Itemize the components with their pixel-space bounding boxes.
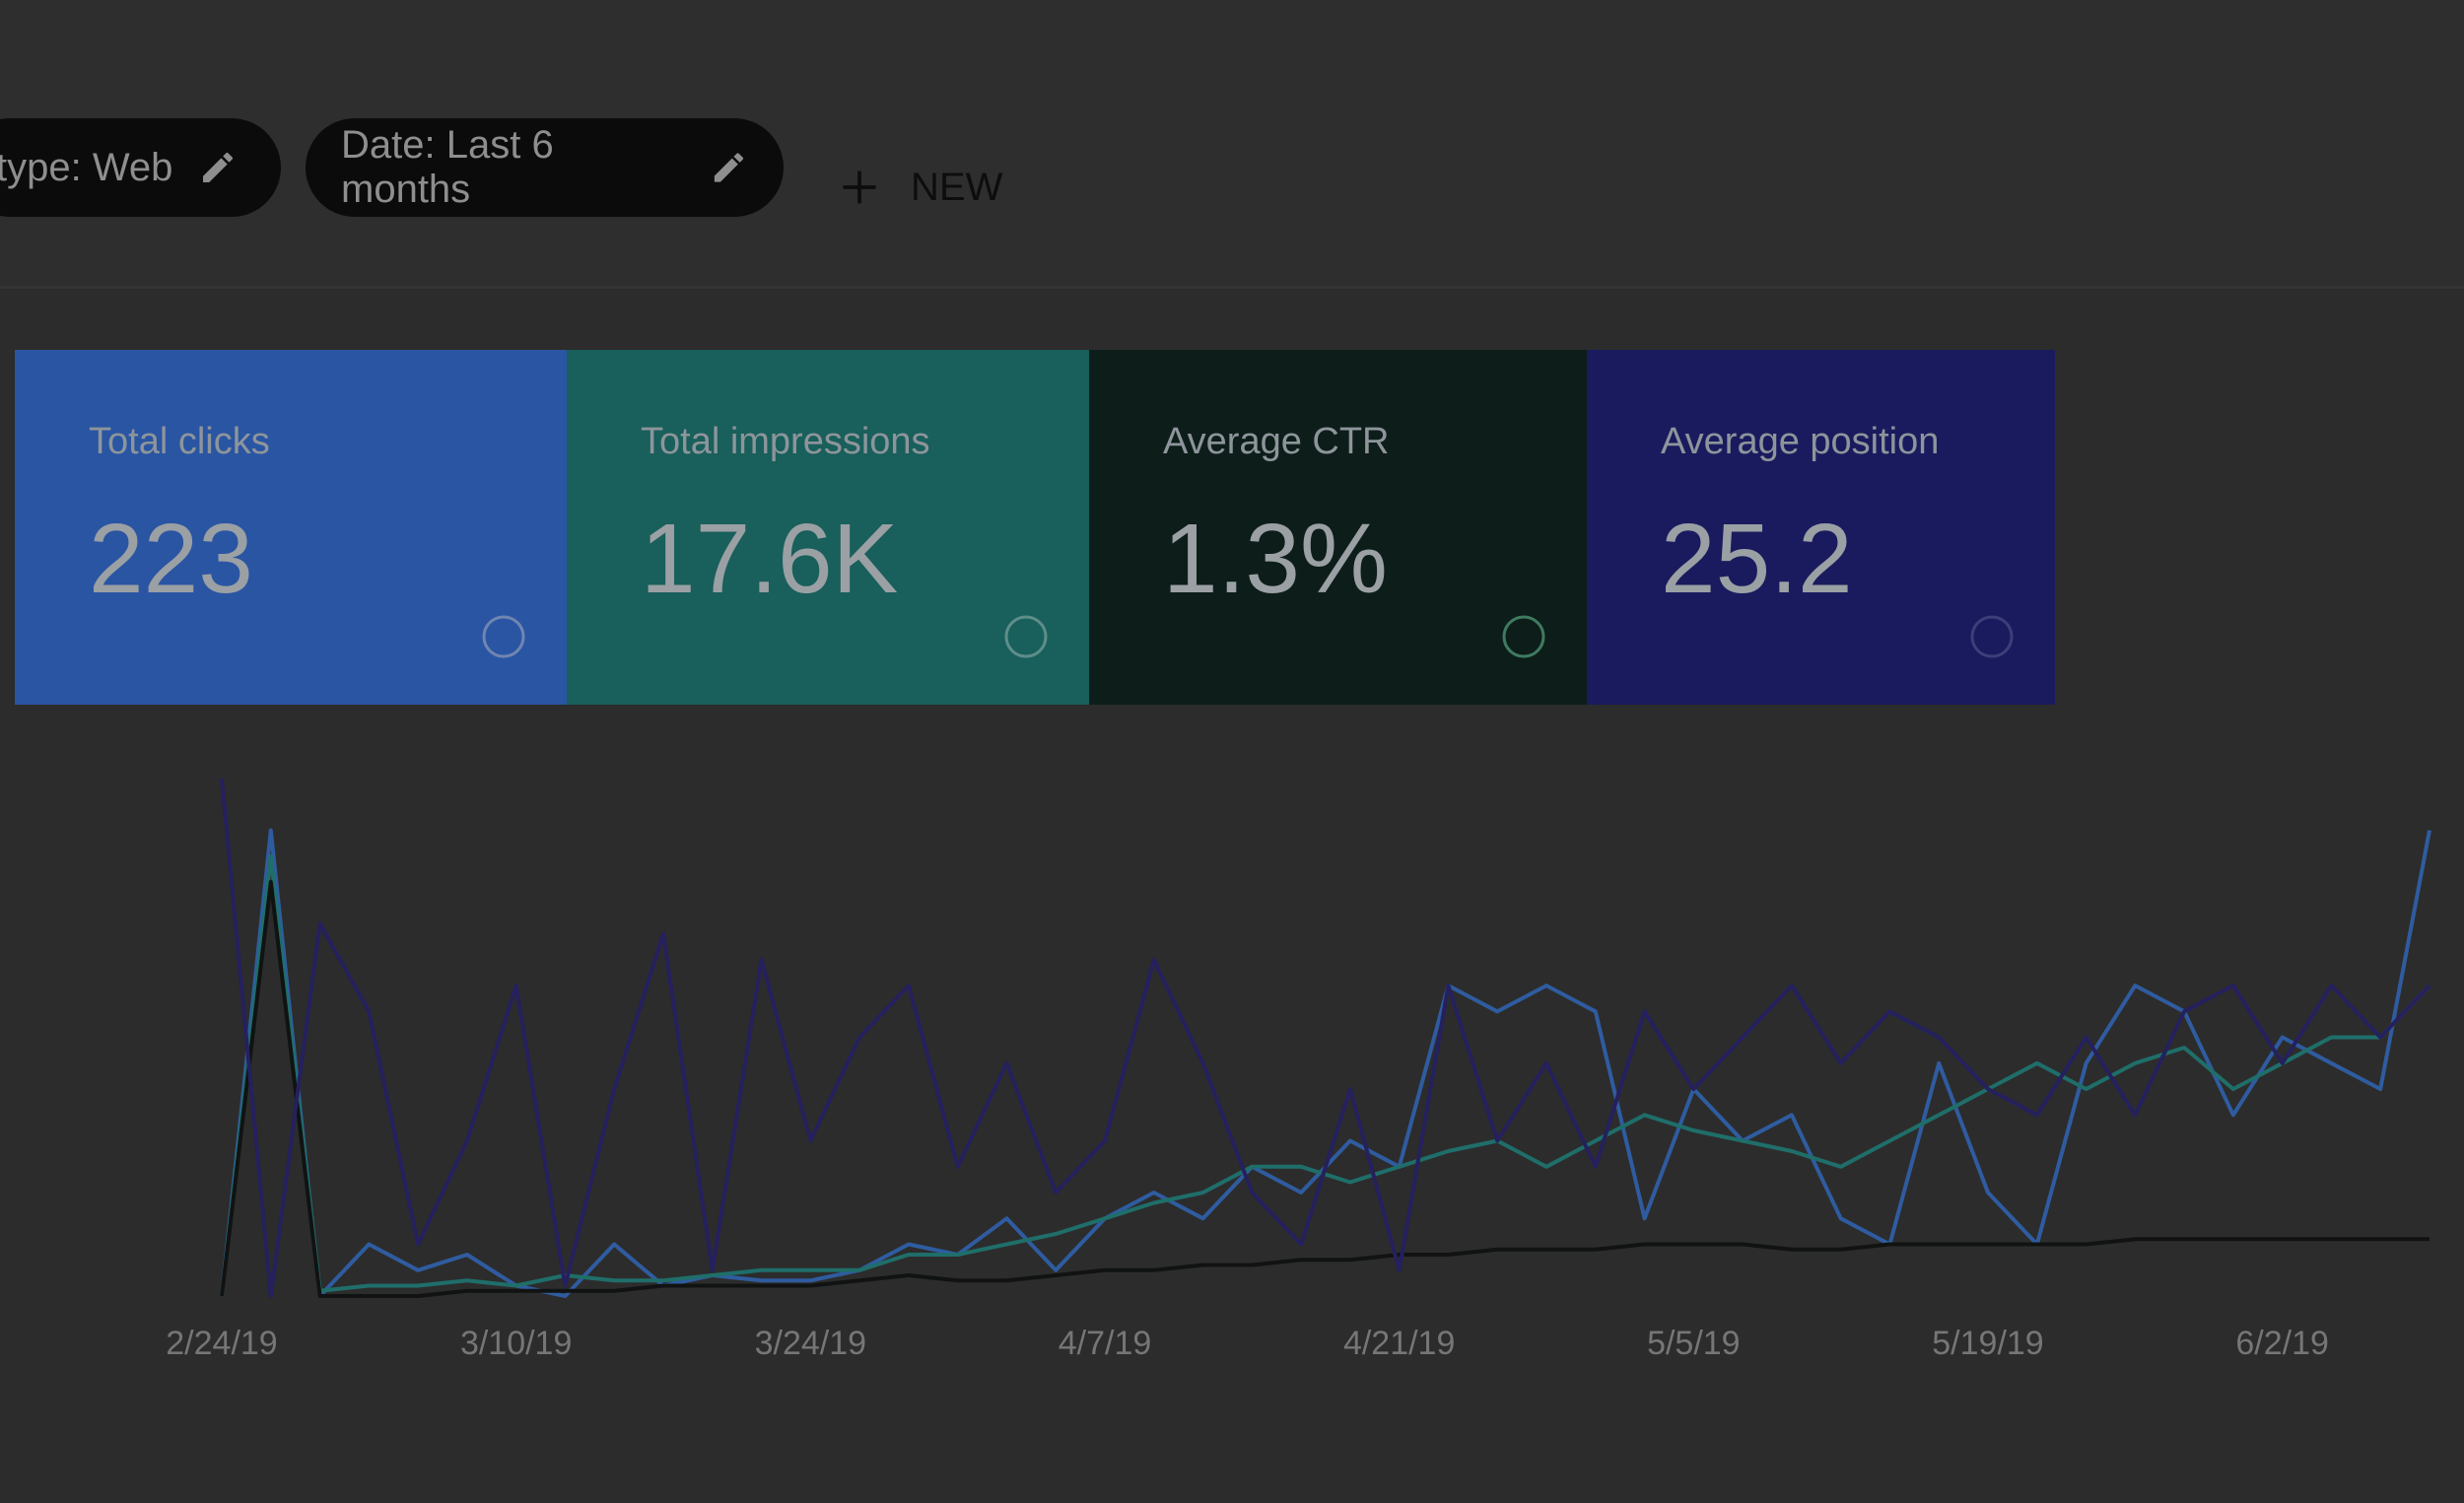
metric-card[interactable]: Average position 25.2 <box>1587 350 2055 705</box>
x-tick-label: 3/24/19 <box>755 1325 866 1362</box>
x-tick-label: 4/7/19 <box>1059 1325 1152 1362</box>
metric-card[interactable]: Total clicks 223 <box>15 350 567 705</box>
edit-icon <box>714 153 744 182</box>
new-filter-button[interactable]: NEW <box>838 148 1002 227</box>
metric-value: 1.3% <box>1163 504 1388 614</box>
help-icon[interactable] <box>480 613 527 660</box>
performance-chart: 2/24/19 3/10/19 3/24/19 4/7/19 4/21/19 5/5/19… <box>166 778 2431 1362</box>
metric-value: 25.2 <box>1661 504 1853 614</box>
filter-bar: type: Web Date: Last 6 months NEW <box>0 0 2464 289</box>
chip-label: type: Web <box>0 145 173 189</box>
metric-value: 223 <box>89 504 253 614</box>
plus-icon <box>843 171 876 204</box>
button-label: NEW <box>911 165 1003 209</box>
metric-label: Average position <box>1661 421 1940 462</box>
x-tick-label: 5/19/19 <box>1932 1325 2043 1362</box>
metric-card[interactable]: Average CTR 1.3% <box>1089 350 1587 705</box>
edit-icon <box>203 152 234 182</box>
x-tick-label: 3/10/19 <box>460 1325 572 1362</box>
metric-card[interactable]: Total impressions 17.6K <box>567 350 1089 705</box>
series-line <box>220 854 2431 1297</box>
x-tick-label: 2/24/19 <box>166 1325 277 1362</box>
metric-label: Average CTR <box>1163 421 1390 462</box>
series-line <box>220 778 2431 1298</box>
metric-label: Total impressions <box>641 421 930 462</box>
chip-label: Date: Last 6 months <box>341 123 554 211</box>
series-line <box>220 828 2431 1298</box>
x-tick-label: 4/21/19 <box>1343 1325 1455 1362</box>
metric-label: Total clicks <box>89 421 270 462</box>
help-icon[interactable] <box>1968 613 2016 660</box>
help-icon[interactable] <box>1500 613 1547 660</box>
x-tick-label: 6/2/19 <box>2235 1325 2329 1362</box>
series-line <box>220 880 2430 1298</box>
metric-value: 17.6K <box>641 504 899 614</box>
help-icon[interactable] <box>1002 613 1050 660</box>
filter-chip[interactable]: type: Web <box>0 118 281 217</box>
x-tick-label: 5/5/19 <box>1647 1325 1741 1362</box>
filter-chip[interactable]: Date: Last 6 months <box>306 118 784 217</box>
